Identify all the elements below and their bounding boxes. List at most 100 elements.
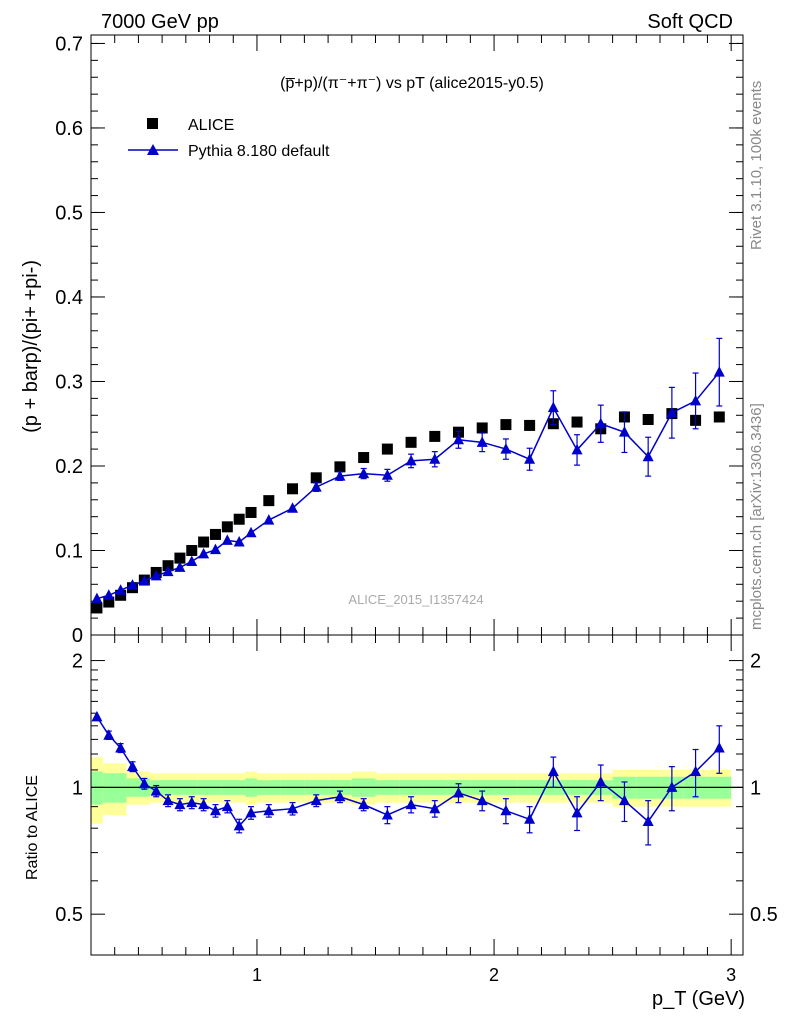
side-label-mcplots: mcplots.cern.ch [arXiv:1306.3436] [748, 403, 765, 630]
pythia-data-point [91, 592, 103, 604]
ratio-data-point [103, 729, 115, 740]
main-y-axis-label: (p + barp)/(pi+ +pi-) [20, 260, 42, 433]
pythia-data-point [245, 526, 257, 538]
ratio-data-point [138, 777, 150, 789]
pythia-data-point [500, 443, 512, 454]
ratio-data-point [245, 806, 257, 818]
ratio-data-point [595, 775, 607, 787]
x-tick-label: 3 [726, 965, 736, 985]
pythia-data-point [174, 561, 186, 572]
alice-data-point [571, 416, 583, 428]
ratio-data-point [186, 796, 198, 808]
alice-data-point [381, 443, 393, 455]
ratio-data-point [618, 794, 630, 806]
ratio-data-point [476, 794, 488, 806]
main-y-tick-label: 0.6 [55, 118, 83, 140]
alice-data-point [334, 461, 346, 473]
legend-marker-pythia [147, 144, 159, 155]
pythia-data-point [198, 547, 210, 559]
ratio-data-point [115, 742, 127, 753]
alice-data-point [103, 596, 115, 608]
legend: ALICE Pythia 8.180 default [128, 117, 330, 160]
ratio-data-point [310, 794, 322, 806]
pythia-data-point [452, 433, 464, 445]
ratio-data-point [429, 802, 441, 814]
ratio-data-point [358, 798, 370, 810]
pythia-data-point [476, 436, 488, 447]
pythia-data-point [358, 467, 370, 479]
alice-data-point [174, 552, 186, 564]
alice-data-point [524, 419, 536, 431]
pythia-data-point [595, 417, 607, 429]
ratio-data-point [690, 765, 702, 777]
ratio-data-point [713, 742, 725, 753]
legend-label-alice: ALICE [188, 117, 234, 134]
ratio-y-tick-label-right: 1 [750, 777, 761, 799]
alice-data-point [209, 528, 221, 540]
main-y-tick-label: 0 [72, 625, 83, 647]
alice-data-point [476, 422, 488, 434]
ratio-data-point [162, 794, 174, 806]
ratio-data-point [666, 781, 678, 792]
ratio-data-point [91, 710, 103, 722]
pythia-data-point [666, 406, 678, 418]
ratio-frame [90, 634, 744, 956]
pythia-data-point [186, 555, 198, 566]
alice-data-point [221, 521, 233, 533]
alice-data-point [429, 430, 441, 442]
ratio-line [96, 716, 720, 828]
ratio-data-point [287, 802, 299, 814]
alice-data-point [263, 495, 275, 507]
pythia-data-point [209, 543, 221, 555]
pythia-data-point [547, 401, 559, 413]
main-y-tick-label: 0.1 [55, 540, 83, 562]
header-right: Soft QCD [647, 11, 733, 33]
pythia-data-point [381, 469, 393, 480]
ratio-band-inner [91, 771, 103, 805]
header-left: 7000 GeV pp [101, 11, 219, 33]
alice-data-point [233, 513, 245, 525]
ratio-data-point [150, 785, 162, 796]
pythia-data-point [618, 426, 630, 437]
ratio-data-point [263, 804, 275, 816]
pythia-data-point [571, 443, 583, 455]
alice-data-point [186, 544, 198, 556]
ratio-data-point [405, 798, 417, 810]
ratio-y-tick-label-left: 1 [72, 777, 83, 799]
alice-data-point [500, 419, 512, 431]
pythia-data-point [287, 502, 299, 513]
ratio-data-point [198, 798, 210, 810]
side-label-rivet: Rivet 3.1.10, 100k events [748, 81, 765, 250]
ratio-y-tick-label-right: 0.5 [750, 904, 778, 926]
pythia-data-point [429, 453, 441, 464]
ratio-y-tick-label-left: 0.5 [55, 904, 83, 926]
pythia-data-point [138, 574, 150, 586]
x-tick-label: 1 [252, 965, 262, 985]
chart-title: (p̅+p)/(π⁻+π⁻) vs pT (alice2015-y0.5) [280, 75, 544, 92]
ratio-data-point [221, 800, 233, 812]
legend-marker-alice [147, 118, 158, 129]
ratio-data-point [381, 808, 393, 820]
pythia-data-point [221, 534, 233, 545]
main-panel: 0 0.1 0.2 0.3 0.4 0.5 0.6 0.7 [55, 33, 744, 647]
ratio-data-point [233, 819, 245, 831]
ratio-y-tick-label-left: 2 [72, 651, 83, 673]
pythia-data-point [263, 514, 275, 525]
ratio-panel: 1 2 3 0.5 0.5 1 1 2 2 [55, 634, 778, 985]
alice-data-point [358, 452, 370, 464]
pythia-data-point [103, 589, 115, 600]
pythia-data-point [405, 454, 417, 466]
pythia-data-point [126, 579, 138, 590]
pythia-data-point [690, 394, 702, 406]
pythia-data-point [162, 565, 174, 577]
alice-data-point [713, 411, 725, 423]
pythia-data-point [524, 453, 536, 464]
pythia-data-point [233, 536, 245, 547]
ratio-data-point [334, 790, 346, 802]
pythia-data-point [310, 481, 322, 492]
pythia-data-point [334, 470, 346, 481]
ratio-data-point [524, 813, 536, 824]
ratio-y-tick-label-right: 2 [750, 651, 761, 673]
ratio-data-point [547, 765, 559, 777]
